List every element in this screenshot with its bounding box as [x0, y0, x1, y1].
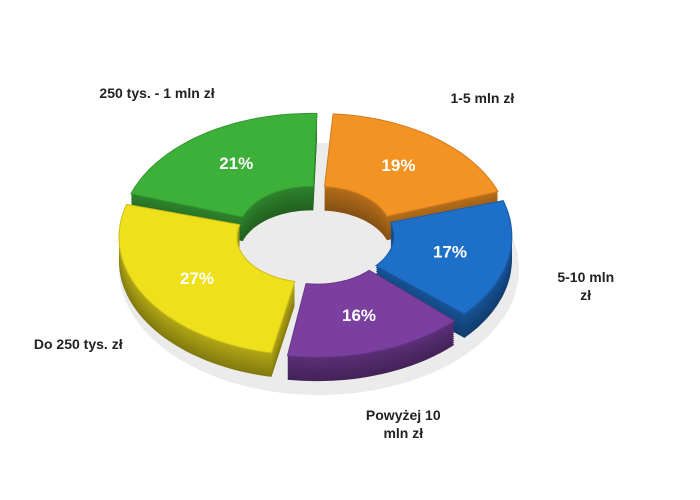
value-label: 16%: [342, 306, 376, 325]
category-label: Powyżej 10 mln zł: [365, 407, 441, 442]
slice: [286, 269, 456, 358]
slice: [374, 200, 513, 315]
slice: [130, 112, 318, 218]
value-label: 17%: [433, 242, 467, 261]
category-label: 5-10 mln zł: [557, 268, 615, 303]
slice: [323, 113, 499, 217]
value-label: 19%: [381, 156, 415, 175]
category-label: Do 250 tys. zł: [33, 335, 123, 352]
slice: [118, 203, 296, 354]
category-label: 1-5 mln zł: [450, 89, 515, 106]
value-label: 21%: [219, 154, 253, 173]
value-label: 27%: [180, 269, 214, 288]
category-label: 250 tys. - 1 mln zł: [99, 85, 215, 102]
